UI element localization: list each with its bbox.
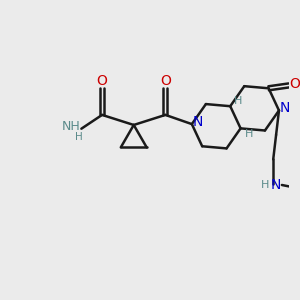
Text: O: O	[160, 74, 171, 88]
Text: NH: NH	[62, 121, 81, 134]
Text: H: H	[234, 96, 242, 106]
Text: O: O	[97, 74, 107, 88]
Text: H: H	[244, 128, 253, 139]
Text: H: H	[261, 180, 269, 190]
Text: N: N	[280, 101, 290, 115]
Text: H: H	[75, 132, 83, 142]
Text: N: N	[192, 115, 203, 129]
Text: N: N	[271, 178, 281, 192]
Text: O: O	[290, 77, 300, 91]
